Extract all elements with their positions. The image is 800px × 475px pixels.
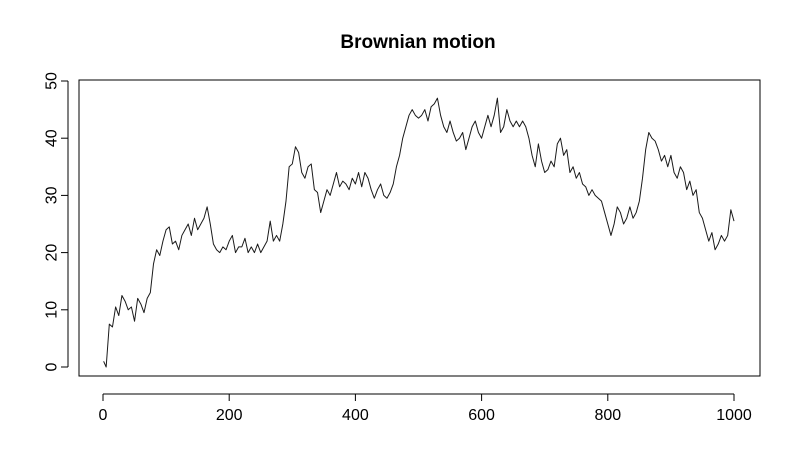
- y-tick-label: 10: [44, 301, 61, 319]
- y-tick-label: 40: [44, 129, 61, 147]
- y-tick-label: 30: [44, 186, 61, 204]
- x-tick-label: 1000: [716, 407, 752, 424]
- x-tick-label: 200: [216, 407, 243, 424]
- x-axis: 0 200 400 600 800 1000: [99, 393, 752, 424]
- plot-area-border: [78, 79, 761, 377]
- chart-title: Brownian motion: [340, 32, 495, 53]
- y-axis: 0 10 20 30 40 50: [44, 72, 69, 371]
- x-tick-label: 400: [342, 407, 369, 424]
- y-tick-label: 20: [44, 244, 61, 262]
- series-line-brownian: [103, 97, 735, 368]
- x-tick-label: 600: [468, 407, 495, 424]
- x-tick-label: 800: [594, 407, 621, 424]
- y-tick-label: 50: [44, 72, 61, 90]
- y-tick-label: 0: [44, 362, 61, 371]
- x-tick-label: 0: [99, 407, 108, 424]
